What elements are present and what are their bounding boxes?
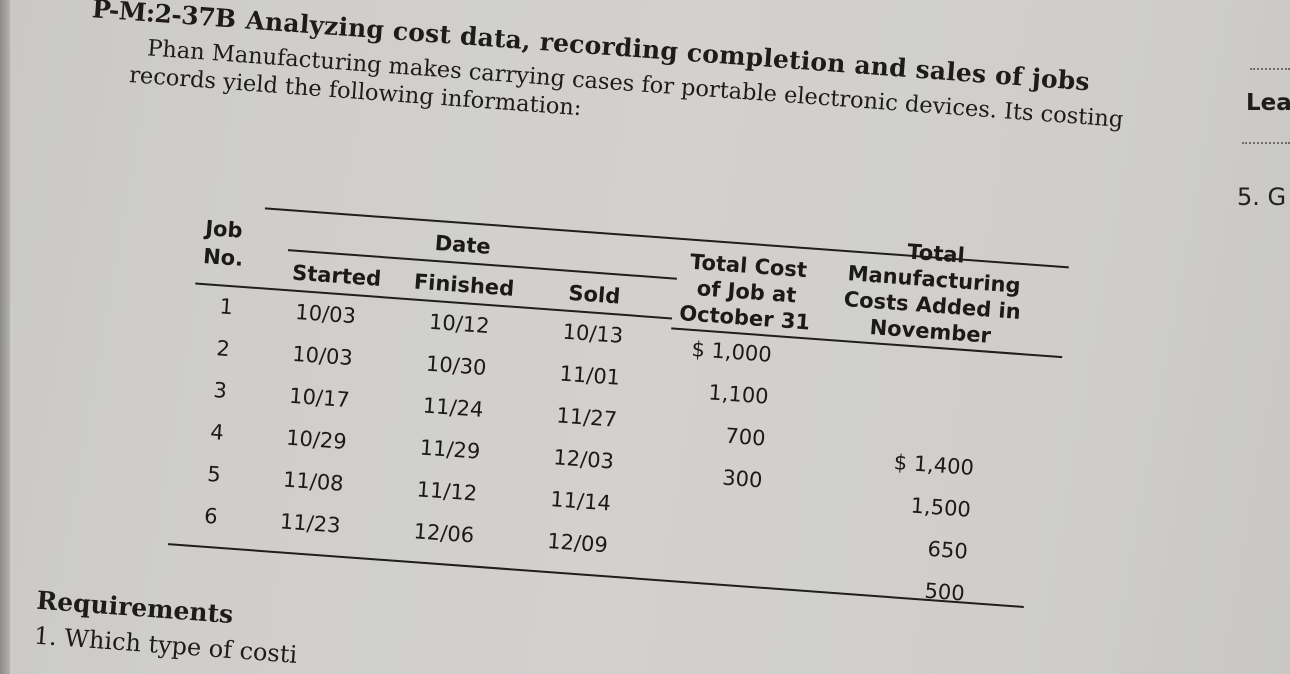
cell-job: 1	[218, 294, 234, 320]
header-started: Started	[291, 260, 382, 292]
cell-finished: 11/12	[415, 477, 479, 506]
cell-started: 10/03	[291, 341, 354, 371]
margin-divider-top	[1250, 68, 1290, 70]
cell-sold: 12/03	[552, 445, 615, 474]
cell-job: 6	[203, 503, 219, 529]
header-mfg-costs-november: Total Manufacturing Costs Added in Novem…	[842, 239, 1022, 348]
cell-cost-oct31: 300	[721, 465, 764, 493]
cell-started: 11/23	[279, 509, 342, 538]
cell-mfg-nov: $ 1,400	[893, 450, 975, 480]
header-finished: Finished	[413, 269, 516, 301]
cell-sold: 11/27	[555, 403, 618, 432]
cell-cost-oct31: 1,100	[707, 380, 770, 409]
cell-started: 10/03	[294, 299, 357, 329]
margin-list-item: 5. G	[1237, 183, 1287, 211]
job-cost-table: Job No. Date Started Finished Sold Total…	[168, 207, 1069, 608]
cell-finished: 10/30	[425, 351, 488, 380]
requirements-heading: Requirements	[35, 585, 235, 630]
cell-finished: 11/29	[418, 435, 482, 464]
header-sold: Sold	[567, 280, 622, 309]
cell-mfg-nov: 650	[926, 536, 969, 564]
book-spine-shadow	[0, 0, 10, 674]
cell-sold: 12/09	[546, 528, 609, 558]
header-total-cost-oct31: Total Cost of Job at October 31	[678, 249, 811, 335]
cell-cost-oct31: $ 1,000	[690, 337, 773, 367]
cell-cost-oct31	[657, 545, 757, 552]
header-date-group: Date	[433, 230, 492, 259]
cell-sold: 11/01	[558, 361, 621, 390]
cell-finished: 12/06	[412, 519, 475, 548]
cell-mfg-nov	[879, 393, 979, 400]
cell-finished: 10/12	[428, 309, 491, 339]
cell-sold: 10/13	[561, 319, 624, 348]
cell-mfg-nov: 1,500	[909, 493, 972, 522]
cell-cost-oct31: 700	[724, 423, 767, 451]
margin-divider-bottom	[1242, 142, 1290, 144]
cell-finished: 11/24	[422, 393, 485, 422]
cell-sold: 11/14	[549, 487, 612, 516]
requirement-item-1: 1. Which type of costi	[33, 621, 299, 669]
cell-started: 11/08	[282, 467, 345, 496]
cell-cost-oct31	[660, 503, 760, 510]
cell-started: 10/17	[288, 383, 351, 413]
cell-started: 10/29	[285, 425, 348, 454]
margin-heading: Lea	[1246, 90, 1290, 116]
cell-job: 4	[209, 419, 225, 445]
cell-job: 5	[206, 461, 222, 487]
header-job-no: Job No.	[202, 216, 245, 271]
cell-job: 3	[212, 378, 228, 404]
cell-mfg-nov	[882, 351, 982, 358]
cell-job: 2	[215, 336, 231, 362]
problem-number: P-M:2-37B	[91, 0, 237, 34]
